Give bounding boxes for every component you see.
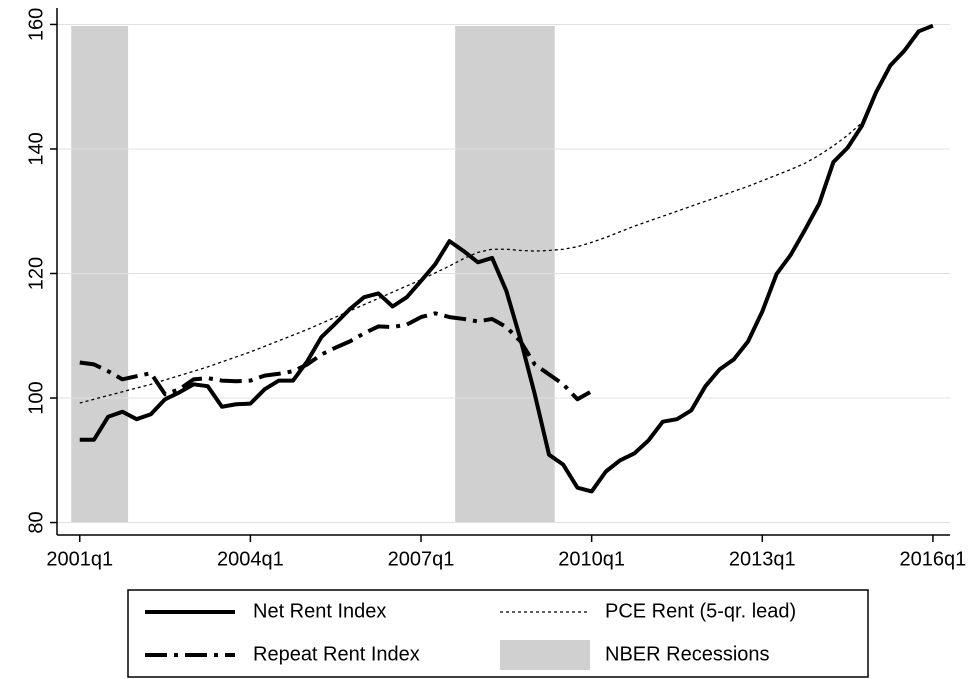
y-tick-label: 80 xyxy=(25,511,47,533)
y-tick-label: 100 xyxy=(25,381,47,414)
recession-band xyxy=(71,26,129,523)
y-tick-label: 120 xyxy=(25,257,47,290)
recession-band xyxy=(455,26,555,523)
x-tick-label: 2010q1 xyxy=(558,548,625,570)
legend-label: Repeat Rent Index xyxy=(253,643,420,665)
legend-label: PCE Rent (5-qr. lead) xyxy=(605,600,796,622)
x-tick-label: 2013q1 xyxy=(729,548,796,570)
y-tick-label: 140 xyxy=(25,132,47,165)
legend-label: Net Rent Index xyxy=(253,600,386,622)
legend-box xyxy=(127,589,869,678)
x-tick-label: 2001q1 xyxy=(46,548,113,570)
y-tick-label: 160 xyxy=(25,8,47,41)
series-line xyxy=(79,23,934,494)
series-line xyxy=(79,311,593,402)
series-line xyxy=(79,122,863,404)
x-tick-label: 2004q1 xyxy=(217,548,284,570)
x-tick-label: 2016q1 xyxy=(900,548,967,570)
x-tick-label: 2007q1 xyxy=(388,548,455,570)
legend-label: NBER Recessions xyxy=(605,643,770,665)
legend-symbol xyxy=(500,640,590,670)
